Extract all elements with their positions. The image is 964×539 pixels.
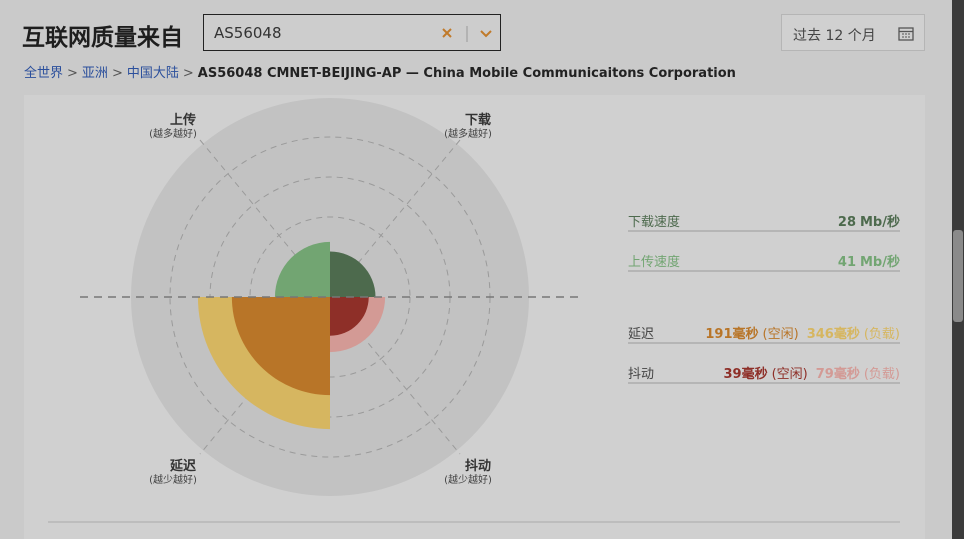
legend-value: 191毫秒 (空闲) 346毫秒 (负载) xyxy=(705,326,900,342)
crumb[interactable]: 亚洲 xyxy=(81,66,108,81)
unit: 毫秒 xyxy=(834,366,860,382)
unit: Mb/秒 xyxy=(860,214,900,230)
legend-value: 28 Mb/秒 xyxy=(838,214,900,230)
date-range-button[interactable]: 过去 12 个月 xyxy=(781,14,925,51)
unit: 毫秒 xyxy=(834,326,860,342)
axis-label: 上传 xyxy=(170,112,196,128)
breadcrumb: 全世界 > 亚洲 > 中国大陆 > AS56048 CMNET-BEIJING-AP — C… xyxy=(24,66,736,81)
legend-label: 上传速度 xyxy=(628,254,680,270)
crumb[interactable]: 中国大陆 xyxy=(126,66,179,81)
page-title: 互联网质量来自 xyxy=(22,25,183,51)
state: (负载) xyxy=(864,327,900,342)
legend-label: 抖动 xyxy=(628,367,654,382)
value: 41 xyxy=(838,255,856,270)
axis-label: 抖动 xyxy=(465,458,491,474)
legend-label: 延迟 xyxy=(628,327,654,342)
value: 79 xyxy=(816,367,834,382)
search-box[interactable]: AS56048 xyxy=(203,14,501,51)
state: (空闲) xyxy=(772,367,808,382)
wedge xyxy=(231,297,330,396)
wedge xyxy=(274,241,330,297)
search-value: AS56048 xyxy=(214,24,282,42)
value: 39 xyxy=(723,367,741,382)
search-controls[interactable] xyxy=(440,26,500,42)
crumb[interactable]: 全世界 xyxy=(24,66,64,81)
date-range: 过去 12 个月 xyxy=(793,28,876,44)
axis-label: 延迟 xyxy=(169,458,196,474)
value: 28 xyxy=(838,215,856,230)
wedge xyxy=(330,297,369,336)
unit: Mb/秒 xyxy=(860,254,900,270)
scrollbar-thumb[interactable] xyxy=(953,230,963,322)
state: (负载) xyxy=(864,367,900,382)
value: 346 xyxy=(807,327,834,342)
axis-hint: (越少越好) xyxy=(444,473,492,486)
unit: 毫秒 xyxy=(742,366,768,382)
crumb-current: AS56048 CMNET-BEIJING-AP — China Mobile … xyxy=(197,66,736,81)
axis-hint: (越多越好) xyxy=(149,127,197,140)
state: (空闲) xyxy=(763,327,799,342)
wedge xyxy=(330,251,376,297)
axis-hint: (越多越好) xyxy=(444,127,492,140)
calendar-icon xyxy=(898,27,914,41)
axis-label: 下载 xyxy=(465,112,491,128)
legend-value: 39毫秒 (空闲) 79毫秒 (负载) xyxy=(723,366,900,382)
axis-hint: (越少越好) xyxy=(149,473,197,486)
legend-value: 41 Mb/秒 xyxy=(838,254,900,270)
unit: 毫秒 xyxy=(733,326,759,342)
value: 191 xyxy=(705,327,732,342)
legend-label: 下载速度 xyxy=(628,214,680,230)
